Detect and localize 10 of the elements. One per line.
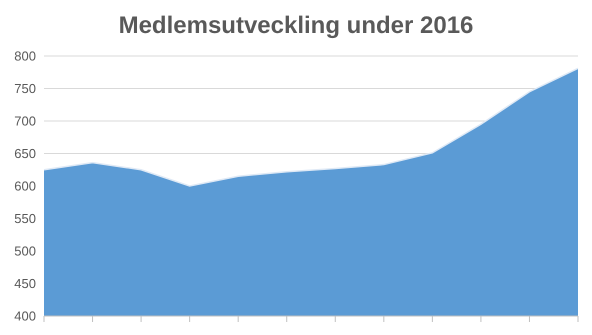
y-tick-label: 500 xyxy=(14,244,36,259)
chart-title: Medlemsutveckling under 2016 xyxy=(118,11,474,41)
y-tick-label: 650 xyxy=(14,146,36,162)
y-tick-label: 800 xyxy=(14,48,36,64)
y-tick-label: 750 xyxy=(14,81,36,96)
y-tick-label: 400 xyxy=(14,308,36,324)
y-tick-label: 600 xyxy=(14,178,36,194)
y-tick-label: 550 xyxy=(14,211,36,226)
y-tick-label: 450 xyxy=(14,276,36,292)
y-tick-label: 700 xyxy=(14,114,36,129)
